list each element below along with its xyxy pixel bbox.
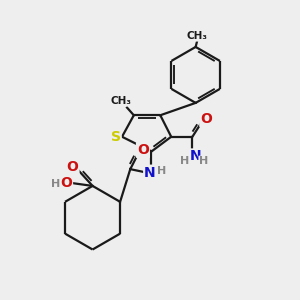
- Text: CH₃: CH₃: [111, 95, 132, 106]
- Text: CH₃: CH₃: [187, 31, 208, 41]
- Text: O: O: [67, 160, 79, 174]
- Text: S: S: [110, 130, 121, 144]
- Text: O: O: [60, 176, 72, 190]
- Text: H: H: [157, 166, 167, 176]
- Text: H: H: [199, 156, 208, 166]
- Text: O: O: [200, 112, 212, 126]
- Text: H: H: [51, 179, 60, 190]
- Text: N: N: [144, 166, 156, 180]
- Text: O: O: [137, 143, 149, 157]
- Text: H: H: [179, 156, 189, 166]
- Text: N: N: [190, 149, 202, 164]
